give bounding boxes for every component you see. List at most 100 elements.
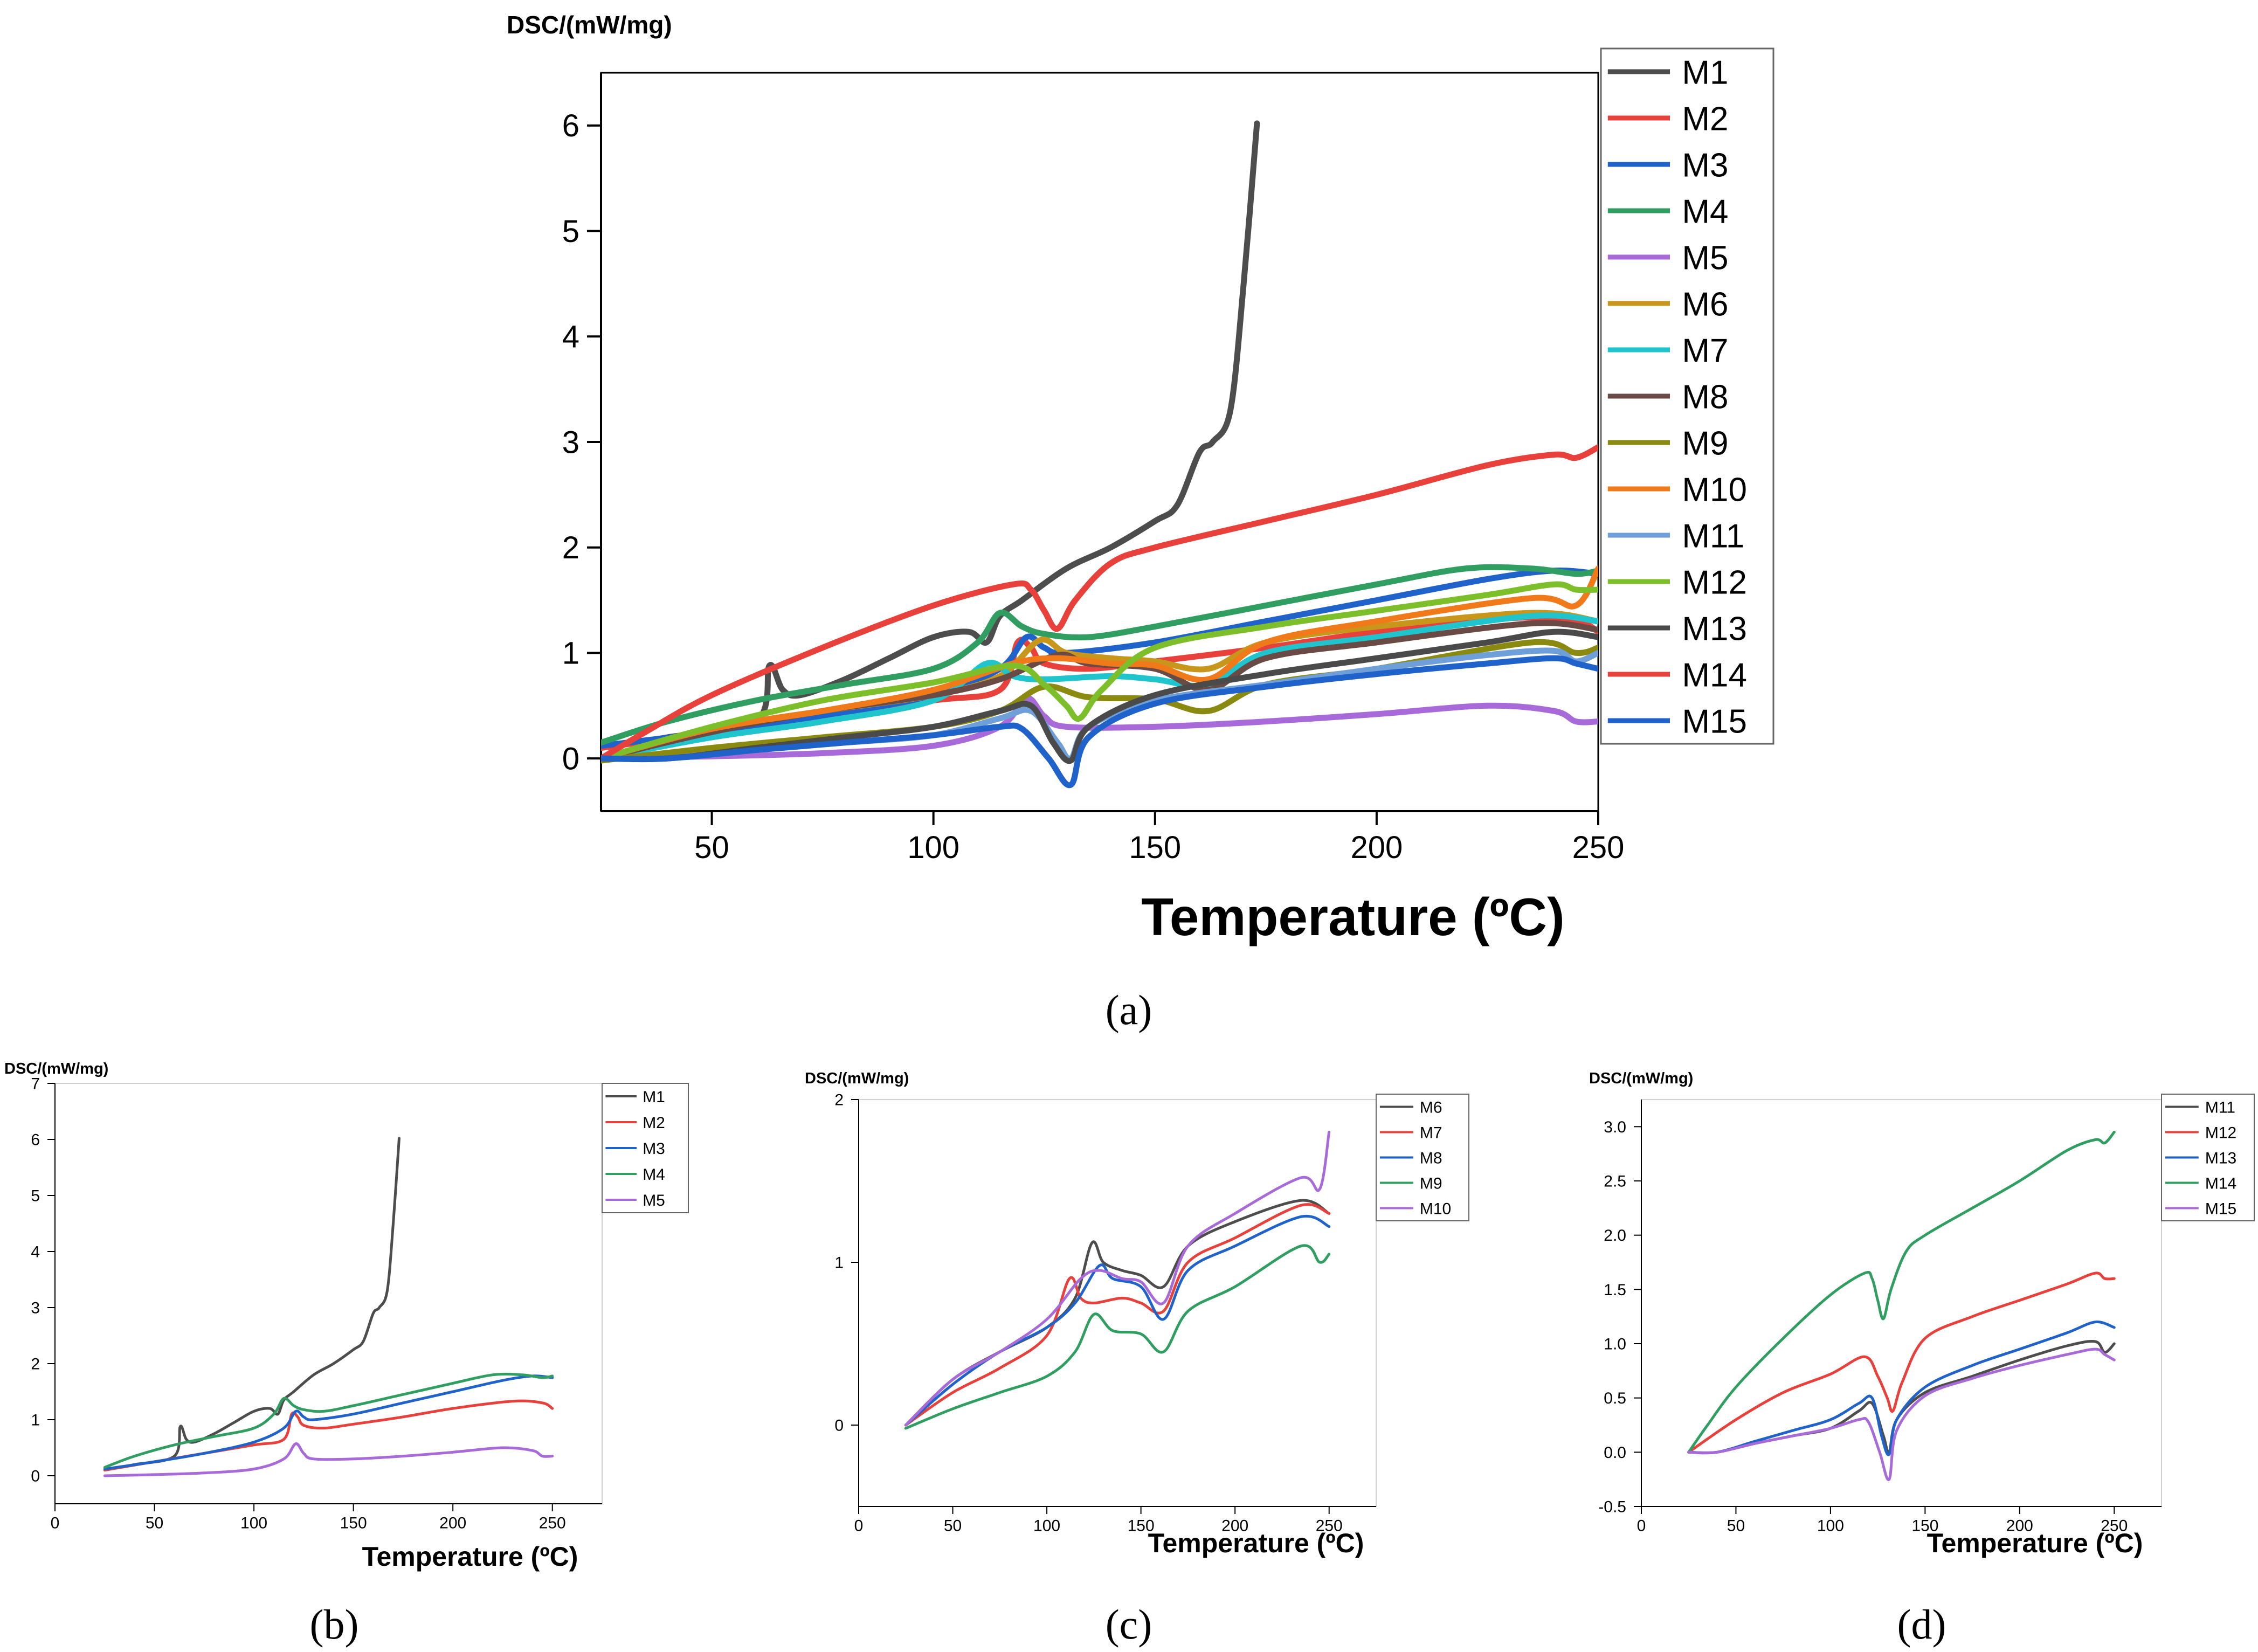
x-tick-label: 150 [1128,1517,1155,1535]
y-axis-label: DSC/(mW/mg) [1589,1070,1693,1087]
y-tick-label: 0 [834,1417,844,1435]
legend-label: M12 [2205,1124,2236,1142]
y-tick-label: 0 [31,1468,40,1485]
plot-area [54,1083,603,1504]
legend-label: M4 [643,1166,665,1184]
y-tick-label: 4 [562,320,579,355]
series-line-m10 [904,1130,1331,1427]
legend: M11 M12 M13 M14 M15 [2161,1094,2255,1221]
legend-label: M6 [1682,286,1728,323]
legend-label: M14 [2205,1174,2236,1192]
x-tick-label: 100 [907,830,959,865]
y-tick-label: 2.0 [1604,1227,1626,1245]
legend-label: M2 [643,1114,665,1132]
series-line-m8 [904,1214,1331,1427]
chart-panel-a: 50 100 150 200 250 0 1 2 3 4 5 6 DSC/(mW/mg) Temperat… [507,11,1774,1033]
legend-label: M13 [1682,610,1747,647]
x-tick-label: 100 [1817,1517,1844,1535]
series-line-m15 [1687,1347,2116,1481]
plot-area [858,1099,1377,1507]
series-line-m13 [1687,1321,2116,1456]
legend-label: M8 [1682,378,1728,416]
y-tick-label: 5 [31,1187,40,1205]
series-line-m13 [601,628,1598,764]
x-tick-label: 250 [539,1515,566,1532]
y-tick-label: 1 [834,1254,844,1272]
legend-label: M10 [1420,1200,1451,1218]
x-tick-label: 0 [1637,1517,1646,1535]
series-line-m4 [103,1372,554,1469]
legend-label: M11 [2205,1098,2235,1116]
y-tick-label: 6 [562,108,579,143]
chart-panel-d: 0 50 100 150 200 250 -0.5 0.0 0.5 1.0 1.5 2.0 2.5 3.0… [1589,1070,2255,1648]
legend-label: M12 [1682,564,1747,601]
x-tick-label: 250 [1572,830,1625,865]
legend-label: M9 [1682,425,1728,462]
x-tick-label: 200 [439,1515,466,1532]
legend-label: M13 [2205,1149,2236,1167]
x-tick-label: 150 [340,1515,367,1532]
legend-label: M1 [1682,54,1728,91]
series-line-m5 [103,1442,554,1477]
legend-label: M6 [1420,1098,1442,1116]
x-tick-label: 100 [240,1515,267,1532]
series-line-m3 [103,1374,554,1470]
y-tick-label: 1.0 [1604,1336,1626,1353]
legend-label: M14 [1682,656,1747,694]
figure-caption: (b) [310,1601,359,1648]
x-tick-label: 200 [1221,1517,1248,1535]
series-group [904,1130,1331,1430]
series-line-m7 [601,612,1598,762]
y-tick-label: 4 [31,1243,40,1261]
legend: M6 M7 M8 M9 M10 [1376,1094,1469,1221]
figure-caption: (a) [1106,986,1152,1033]
y-tick-label: 2 [31,1356,40,1373]
legend-label: M7 [1682,332,1728,369]
plot-area [1641,1099,2162,1507]
x-tick-label: 0 [51,1515,60,1532]
x-tick-label: 50 [146,1515,163,1532]
y-tick-label: 7 [31,1075,40,1093]
figure-caption: (d) [1897,1601,1946,1648]
x-tick-label: 200 [1350,830,1403,865]
x-tick-label: 100 [1033,1517,1060,1535]
y-tick-label: 0.5 [1604,1390,1626,1407]
y-tick-label: 3.0 [1604,1118,1626,1136]
y-tick-label: -0.5 [1598,1498,1626,1516]
x-tick-label: 250 [1316,1517,1343,1535]
x-tick-label: 150 [1911,1517,1938,1535]
legend: M1 M2 M3 M4 M5 M6 M7 M8 M9 M10 M11 M12 M13 M14 M15 [1600,47,1774,745]
y-tick-label: 2 [562,530,579,565]
x-tick-label: 50 [1727,1517,1745,1535]
legend-label: M9 [1420,1174,1442,1192]
legend-label: M4 [1682,193,1728,230]
y-tick-label: 1.5 [1604,1281,1626,1299]
series-group [1687,1130,2116,1481]
y-tick-label: 2 [834,1091,844,1109]
legend-label: M3 [643,1140,665,1158]
y-tick-label: 2.5 [1604,1173,1626,1191]
x-axis-label: Temperature (ºC) [362,1542,578,1572]
y-tick-label: 3 [562,425,579,460]
y-tick-label: 6 [31,1131,40,1149]
y-tick-label: 0.0 [1604,1444,1626,1462]
chart-panel-c: 0 50 100 150 200 250 0 1 2 DSC/(mW/mg) Temperature… [805,1070,1469,1648]
legend-label: M7 [1420,1124,1442,1142]
x-tick-label: 50 [944,1517,962,1535]
y-axis-label: DSC/(mW/mg) [4,1060,108,1077]
series-line-m12 [601,581,1598,762]
legend-label: M2 [1682,100,1728,137]
legend-label: M15 [1682,703,1747,740]
series-line-m1 [601,120,1260,751]
y-tick-label: 1 [562,636,579,671]
series-line-m1 [103,1137,400,1472]
x-tick-label: 250 [2101,1517,2128,1535]
legend-label: M11 [1682,517,1744,555]
legend-label: M8 [1420,1149,1442,1167]
legend-label: M3 [1682,147,1728,184]
x-axis-label: Temperature (ºC) [1141,887,1564,946]
y-tick-label: 1 [31,1412,40,1429]
legend-label: M10 [1682,471,1747,508]
series-group [601,120,1598,789]
